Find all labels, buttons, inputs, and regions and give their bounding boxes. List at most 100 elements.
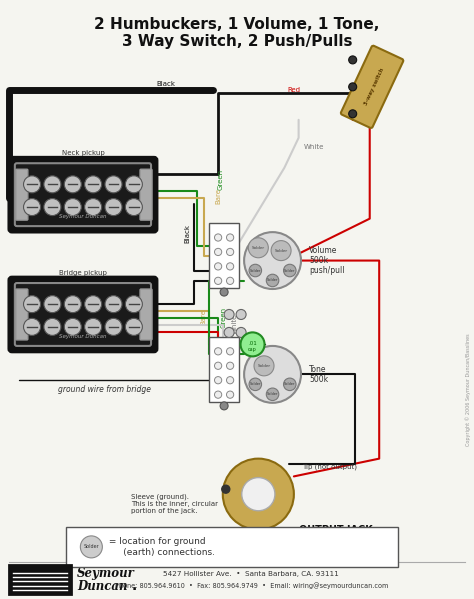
Circle shape: [271, 241, 291, 261]
Bar: [9, 565, 71, 594]
Text: Seymour: Seymour: [77, 567, 135, 580]
Text: Duncan: Duncan: [77, 580, 128, 592]
Text: Solder: Solder: [257, 364, 271, 368]
Circle shape: [64, 296, 81, 313]
Text: Green: Green: [218, 169, 224, 190]
Circle shape: [215, 362, 222, 370]
Text: Neck pickup: Neck pickup: [62, 150, 104, 156]
Text: Solder: Solder: [250, 268, 261, 273]
Circle shape: [125, 319, 142, 335]
Circle shape: [222, 485, 230, 493]
Text: Solder: Solder: [274, 249, 288, 253]
Circle shape: [125, 199, 142, 216]
Circle shape: [215, 377, 222, 384]
Circle shape: [85, 199, 101, 216]
Text: Bare: Bare: [216, 189, 222, 204]
Text: Solder: Solder: [267, 279, 278, 283]
Circle shape: [227, 377, 234, 384]
Text: Seymour Duncan: Seymour Duncan: [59, 214, 107, 219]
Circle shape: [24, 176, 41, 193]
Text: Tip (hot output): Tip (hot output): [302, 464, 357, 470]
FancyBboxPatch shape: [341, 46, 403, 128]
Circle shape: [248, 238, 268, 258]
Text: .: .: [132, 579, 137, 593]
Circle shape: [215, 249, 222, 256]
Circle shape: [227, 347, 234, 355]
Circle shape: [215, 277, 222, 285]
Circle shape: [223, 459, 294, 530]
Circle shape: [44, 199, 61, 216]
Text: Solder: Solder: [252, 246, 265, 250]
Circle shape: [236, 328, 246, 337]
Text: Black: Black: [156, 81, 175, 87]
Text: 5427 Hollister Ave.  •  Santa Barbara, CA. 93111: 5427 Hollister Ave. • Santa Barbara, CA.…: [164, 571, 339, 577]
Circle shape: [85, 176, 101, 193]
Circle shape: [240, 332, 264, 356]
Circle shape: [44, 296, 61, 313]
Text: Solder: Solder: [250, 382, 261, 386]
Circle shape: [44, 319, 61, 335]
Text: Seymour Duncan: Seymour Duncan: [59, 334, 107, 339]
Text: 2 Humbuckers, 1 Volume, 1 Tone,
3 Way Switch, 2 Push/Pulls: 2 Humbuckers, 1 Volume, 1 Tone, 3 Way Sw…: [94, 17, 380, 49]
Circle shape: [254, 356, 274, 376]
Circle shape: [215, 391, 222, 398]
Text: Solder: Solder: [267, 392, 278, 397]
FancyBboxPatch shape: [140, 170, 152, 220]
Text: Black: Black: [184, 224, 190, 243]
Circle shape: [266, 274, 279, 287]
Circle shape: [24, 199, 41, 216]
Text: Sleeve (ground).
This is the inner, circular
portion of the jack.: Sleeve (ground). This is the inner, circ…: [131, 494, 218, 515]
Text: Solder: Solder: [284, 382, 295, 386]
Circle shape: [64, 199, 81, 216]
FancyBboxPatch shape: [15, 283, 151, 346]
Circle shape: [227, 263, 234, 270]
Circle shape: [215, 263, 222, 270]
Text: White: White: [232, 313, 238, 334]
FancyBboxPatch shape: [9, 157, 157, 232]
Text: 3-way switch: 3-way switch: [363, 68, 385, 106]
Circle shape: [283, 264, 296, 277]
Circle shape: [220, 402, 228, 410]
Text: Copyright © 2006 Seymour Duncan/Basslines: Copyright © 2006 Seymour Duncan/Bassline…: [465, 333, 471, 446]
Text: White: White: [303, 144, 324, 150]
Circle shape: [215, 234, 222, 241]
Circle shape: [227, 277, 234, 285]
Circle shape: [105, 319, 122, 335]
Circle shape: [244, 232, 301, 289]
Text: Bridge pickup: Bridge pickup: [59, 270, 107, 276]
Text: White: White: [224, 352, 230, 373]
Text: cap: cap: [248, 347, 257, 352]
Circle shape: [236, 310, 246, 319]
Text: ground wire from bridge: ground wire from bridge: [58, 385, 151, 394]
Text: Volume
500k
push/pull: Volume 500k push/pull: [309, 246, 345, 276]
Circle shape: [24, 319, 41, 335]
Circle shape: [244, 346, 301, 403]
Circle shape: [283, 378, 296, 391]
Text: Solder: Solder: [83, 544, 99, 549]
Bar: [209, 223, 239, 288]
Circle shape: [125, 176, 142, 193]
Circle shape: [105, 199, 122, 216]
Circle shape: [349, 110, 356, 118]
Text: Phone: 805.964.9610  •  Fax: 805.964.9749  •  Email: wiring@seymourduncan.com: Phone: 805.964.9610 • Fax: 805.964.9749 …: [115, 582, 388, 589]
Circle shape: [64, 176, 81, 193]
Text: Tone
500k: Tone 500k: [309, 365, 328, 384]
Circle shape: [227, 391, 234, 398]
Text: Bare: Bare: [200, 310, 206, 325]
Circle shape: [227, 249, 234, 256]
Circle shape: [249, 264, 262, 277]
Circle shape: [227, 234, 234, 241]
Circle shape: [64, 319, 81, 335]
Circle shape: [24, 296, 41, 313]
Circle shape: [224, 328, 234, 337]
FancyBboxPatch shape: [9, 277, 157, 352]
Circle shape: [266, 388, 279, 401]
Text: Red: Red: [287, 87, 301, 93]
Circle shape: [249, 378, 262, 391]
Circle shape: [85, 296, 101, 313]
Circle shape: [349, 83, 356, 91]
Text: Solder: Solder: [284, 268, 295, 273]
Circle shape: [105, 296, 122, 313]
Circle shape: [215, 347, 222, 355]
Text: Green: Green: [220, 307, 227, 328]
